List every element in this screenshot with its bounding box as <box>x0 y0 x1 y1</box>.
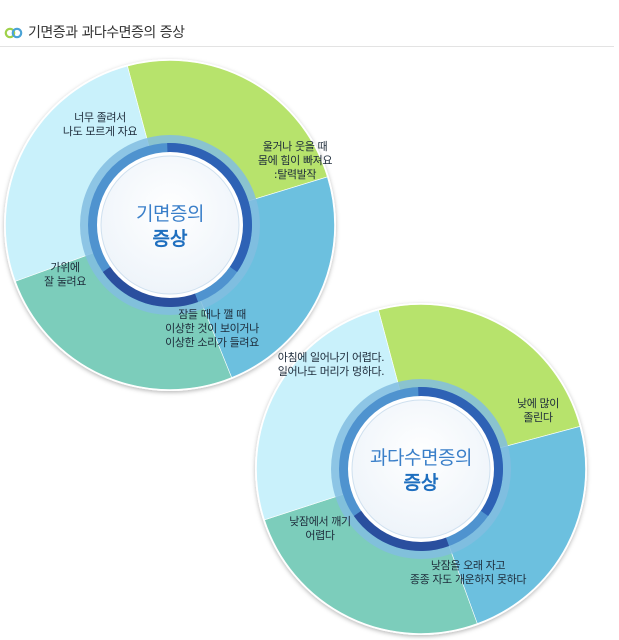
segment-2-label: 잠들 때나 깰 때 <box>178 308 246 321</box>
ring-accent-bottom <box>353 510 450 552</box>
segment-2-label: 이상한 소리가 들려요 <box>165 336 259 349</box>
double-ring-icon <box>4 27 23 39</box>
segment-3-label: 낮잠에서 깨기 <box>289 515 350 528</box>
page-header: 기면증과 과다수면증의 증상 <box>0 0 619 48</box>
segment-4-label: 나도 모르게 자요 <box>63 125 138 138</box>
segment-4-label: 일어나도 머리가 멍하다. <box>278 364 385 378</box>
segment-3-label: 가위에 <box>50 261 79 274</box>
center-title: 기면증의 <box>136 203 204 225</box>
segment-1-label: 몸에 힘이 빠져요 <box>258 154 333 167</box>
center-disc <box>100 155 240 295</box>
segment-3-label: 잘 눌려요 <box>44 275 86 288</box>
ring-accent-right <box>418 387 503 517</box>
center-disc <box>351 399 491 539</box>
segment-1-label: 낮에 많이 <box>517 397 559 410</box>
segment-3-label: 어렵다 <box>305 529 334 542</box>
ring-accent-right <box>167 143 252 273</box>
header-divider <box>0 46 614 47</box>
page-title: 기면증과 과다수면증의 증상 <box>28 25 185 41</box>
center-title: 과다수면증의 <box>370 447 472 469</box>
segment-1-label: 졸린다 <box>523 411 552 424</box>
segment-2-label: 낮잠을 오래 자고 <box>431 559 506 572</box>
segment-4-label: 너무 졸려서 <box>74 111 126 124</box>
segment-4-label: 아침에 일어나기 어렵다. <box>278 350 385 364</box>
segment-1-label: 울거나 웃을 때 <box>263 140 328 153</box>
segment-1-label: :탈력발작 <box>274 168 316 181</box>
center-subtitle: 증상 <box>404 472 439 494</box>
segment-2-label: 종종 자도 개운하지 못하다 <box>410 572 526 586</box>
ring-accent-bottom <box>102 266 199 307</box>
center-subtitle: 증상 <box>153 228 188 250</box>
segment-2-label: 이상한 것이 보이거나 <box>165 322 259 335</box>
